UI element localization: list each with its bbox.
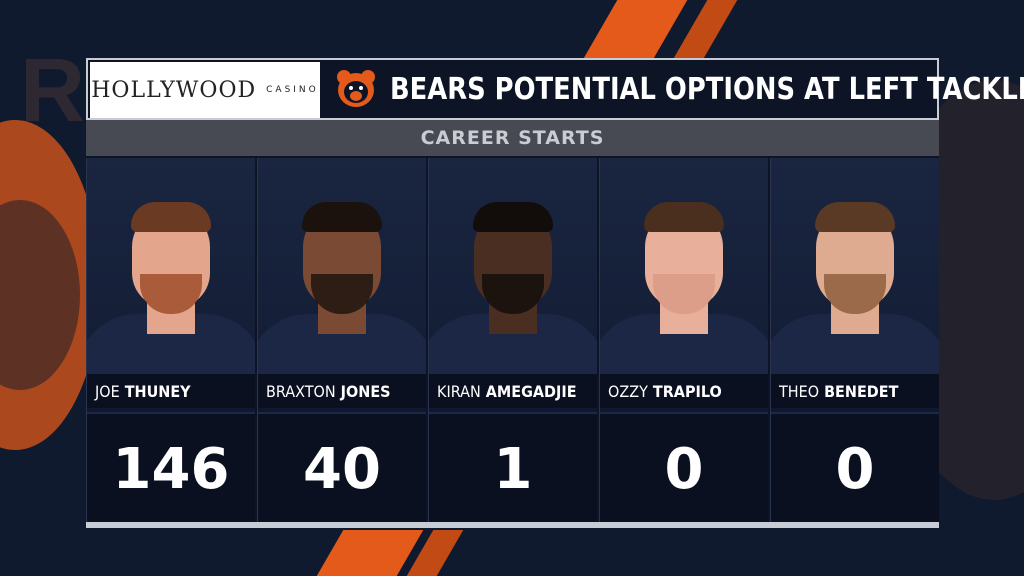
sponsor-name: HOLLYWOOD [91, 77, 257, 103]
title-bar: HOLLYWOOD CASINO BEARS POTENTIAL OPTIONS… [86, 58, 1024, 120]
orange-stripe [672, 0, 738, 60]
graphic-panel: HOLLYWOOD CASINO BEARS POTENTIAL OPTIONS… [86, 58, 1024, 524]
orange-stripe [582, 0, 688, 60]
player-hair [473, 202, 553, 232]
player-first-name: BRAXTON [266, 381, 336, 401]
career-starts-value: 0 [664, 436, 704, 502]
player-hair [302, 202, 382, 232]
player-stat-box: 1 [429, 412, 597, 524]
player-first-name: JOE [95, 381, 120, 401]
player-stat-box: 146 [87, 412, 255, 524]
player-last-name: THUNEY [124, 381, 191, 401]
bottom-rule [86, 522, 939, 528]
player-name-bar: OZZY TRAPILO [600, 374, 768, 408]
player-last-name: TRAPILO [652, 381, 722, 401]
player-stat-box: 0 [600, 412, 768, 524]
player-name-bar: THEO BENEDET [771, 374, 939, 408]
player-name-bar: KIRAN AMEGADJIE [429, 374, 597, 408]
player-hair [644, 202, 724, 232]
player-last-name: JONES [340, 381, 391, 401]
player-hair [815, 202, 895, 232]
player-photo [771, 158, 939, 374]
player-last-name: AMEGADJIE [485, 381, 577, 401]
player-first-name: OZZY [608, 381, 648, 401]
orange-stripe [316, 530, 424, 576]
player-name: THEO BENEDET [779, 382, 898, 401]
player-stat-box: 0 [771, 412, 939, 524]
player-card: KIRAN AMEGADJIE 1 [428, 158, 597, 524]
player-name-bar: BRAXTON JONES [258, 374, 426, 408]
player-card: THEO BENEDET 0 [770, 158, 939, 524]
player-first-name: KIRAN [437, 381, 481, 401]
player-last-name: BENEDET [824, 381, 899, 401]
player-name: OZZY TRAPILO [608, 382, 722, 401]
sponsor-subname: CASINO [266, 85, 319, 95]
player-photo [429, 158, 597, 374]
bears-logo-icon [334, 68, 378, 110]
player-photo [258, 158, 426, 374]
player-name: KIRAN AMEGADJIE [437, 382, 577, 401]
player-cards: JOE THUNEY 146 BRAXTON JONES 40 [86, 158, 939, 524]
career-starts-value: 1 [493, 436, 533, 502]
player-name: JOE THUNEY [95, 382, 191, 401]
page-title: BEARS POTENTIAL OPTIONS AT LEFT TACKLE [390, 72, 1024, 107]
career-starts-value: 146 [112, 436, 230, 502]
player-hair [131, 202, 211, 232]
player-first-name: THEO [779, 381, 820, 401]
stat-category: CAREER STARTS [420, 127, 605, 149]
career-starts-value: 0 [835, 436, 875, 502]
player-card: OZZY TRAPILO 0 [599, 158, 768, 524]
player-card: BRAXTON JONES 40 [257, 158, 426, 524]
player-photo [600, 158, 768, 374]
sponsor-logo: HOLLYWOOD CASINO [90, 62, 320, 118]
player-card: JOE THUNEY 146 [86, 158, 255, 524]
subtitle-bar: CAREER STARTS [86, 120, 939, 156]
player-name: BRAXTON JONES [266, 382, 391, 401]
player-photo [87, 158, 255, 374]
career-starts-value: 40 [303, 436, 381, 502]
player-stat-box: 40 [258, 412, 426, 524]
player-name-bar: JOE THUNEY [87, 374, 255, 408]
